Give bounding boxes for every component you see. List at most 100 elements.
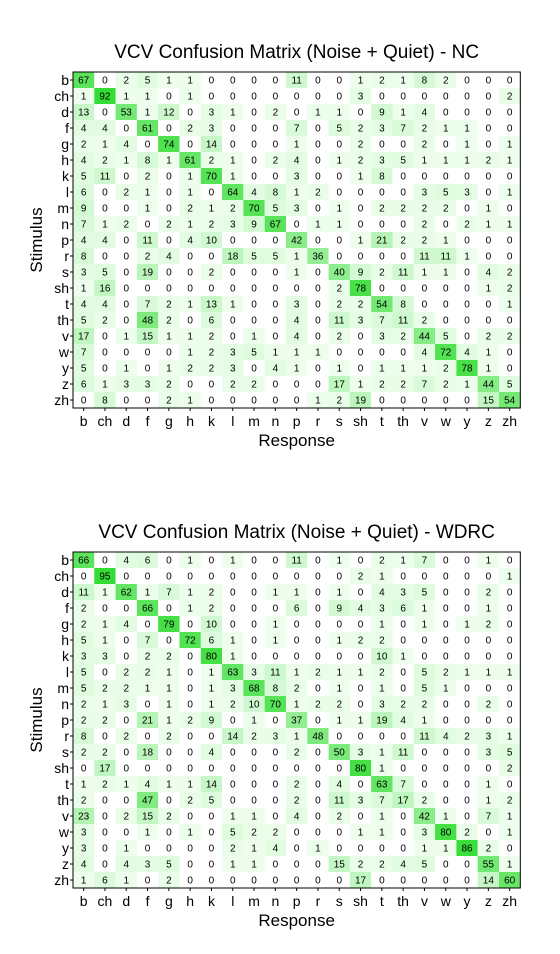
nc-cell-value: 4 [81,124,87,135]
wdrc-cell [349,616,372,632]
nc-cell [477,344,499,360]
wdrc-cell [413,568,436,584]
wdrc-cell [328,856,350,872]
wdrc-cell-value: 1 [273,636,279,647]
wdrc-cell-value: 1 [486,604,492,615]
nc-cell [456,104,478,120]
nc-cell-value: 0 [379,188,385,199]
nc-cell [392,232,414,248]
wdrc-cell [200,744,223,760]
nc-cell-value: 0 [251,284,257,295]
nc-cell [264,328,286,344]
nc-cell-value: 40 [334,268,346,279]
nc-cell-value: 0 [443,172,449,183]
nc-cell [413,328,436,344]
wdrc-cell [286,584,308,600]
nc-cell-value: 1 [187,220,193,231]
wdrc-cell-value: 0 [358,700,364,711]
wdrc-cell [349,856,372,872]
nc-cell [349,344,372,360]
wdrc-cell [328,728,350,744]
nc-cell-value: 2 [187,204,193,215]
nc-cell-value: 0 [379,396,385,407]
wdrc-x-axis-label: Response [258,911,335,930]
nc-cell [243,312,265,328]
nc-cell-value: 44 [419,332,431,343]
nc-cell-value: 0 [251,172,257,183]
nc-cell-value: 0 [486,236,492,247]
wdrc-cell-value: 0 [358,732,364,743]
wdrc-cell [392,856,414,872]
wdrc-cell [73,840,95,856]
wdrc-cell-value: 2 [209,604,215,615]
nc-cell-value: 1 [358,380,364,391]
wdrc-cell [286,776,308,792]
wdrc-cell-value: 0 [400,732,406,743]
wdrc-cell-value: 4 [123,620,129,631]
wdrc-cell [371,856,393,872]
wdrc-cell-value: 1 [230,556,236,567]
nc-y-tick-label: h [61,152,69,168]
nc-cell-value: 1 [145,188,151,199]
wdrc-cell-value: 1 [486,668,492,679]
wdrc-cell [94,600,116,616]
wdrc-cell [158,744,180,760]
wdrc-cell-value: 5 [81,636,87,647]
wdrc-cell-value: 0 [422,764,428,775]
nc-cell-value: 0 [123,172,129,183]
nc-cell [200,376,223,392]
wdrc-cell [413,584,436,600]
nc-cell [456,392,478,408]
nc-y-tick-label: ch [54,88,69,104]
wdrc-cell [94,840,116,856]
nc-cell-value: 5 [336,124,342,135]
nc-cell-value: 5 [273,252,279,263]
wdrc-cell [371,872,393,888]
nc-cell [392,296,414,312]
wdrc-cell [499,872,521,888]
wdrc-cell [94,872,116,888]
nc-cell-value: 70 [206,172,218,183]
wdrc-cell-value: 0 [251,652,257,663]
wdrc-cell [499,808,521,824]
nc-cell [73,104,95,120]
wdrc-cell-value: 0 [230,748,236,759]
wdrc-cell-value: 1 [251,860,257,871]
wdrc-cell [222,728,244,744]
wdrc-cell-value: 2 [379,668,385,679]
nc-cell-value: 2 [400,332,406,343]
wdrc-cell-value: 5 [422,668,428,679]
nc-cell [307,184,329,200]
wdrc-cell [136,680,159,696]
wdrc-cell-value: 0 [251,748,257,759]
nc-cell-value: 3 [294,172,300,183]
nc-cell-value: 2 [358,300,364,311]
nc-cell [371,296,393,312]
wdrc-cell [371,744,393,760]
wdrc-cell-value: 1 [464,668,470,679]
nc-cell-value: 1 [230,172,236,183]
wdrc-cell-value: 1 [166,716,172,727]
nc-cell-value: 1 [507,140,513,151]
nc-cell [200,120,223,136]
nc-y-tick-label: f [65,120,69,136]
nc-cell [136,344,159,360]
wdrc-cell [307,760,329,776]
nc-cell-value: 0 [464,172,470,183]
wdrc-cell [349,744,372,760]
wdrc-cell-value: 0 [486,684,492,695]
wdrc-cell [307,632,329,648]
nc-cell [179,328,201,344]
nc-cell-value: 1 [187,300,193,311]
wdrc-cell [179,728,201,744]
wdrc-cell-value: 7 [379,796,385,807]
wdrc-x-tick-label: n [271,893,279,909]
nc-cell-value: 0 [486,316,492,327]
wdrc-cell-value: 2 [81,620,87,631]
confusion-matrix-wdrc: VCV Confusion Matrix (Noise + Quiet) - W… [0,480,560,940]
wdrc-cell-value: 1 [81,876,87,887]
nc-cell [435,392,457,408]
wdrc-cell-value: 0 [507,844,513,855]
nc-cell-value: 21 [376,236,388,247]
nc-cell [243,152,265,168]
